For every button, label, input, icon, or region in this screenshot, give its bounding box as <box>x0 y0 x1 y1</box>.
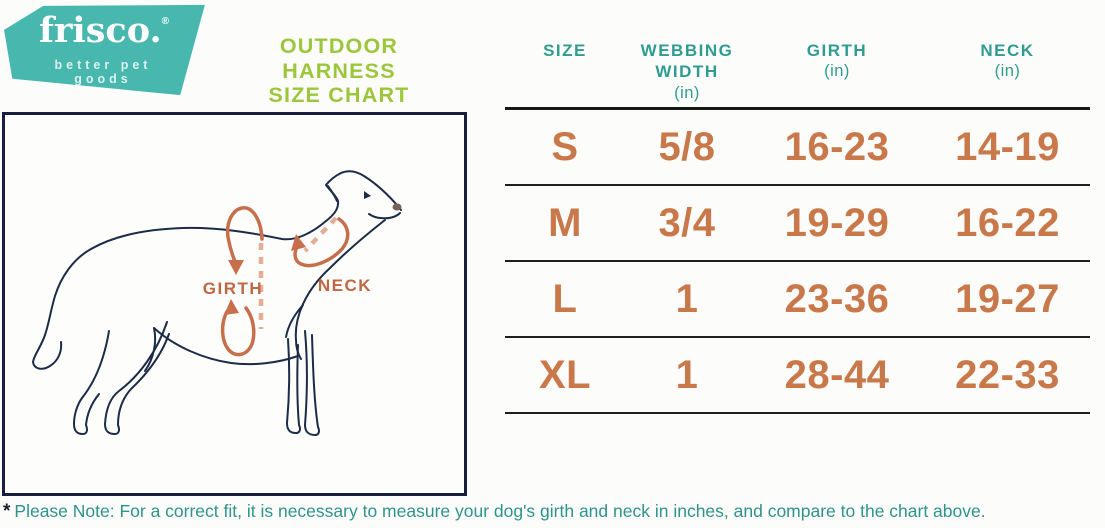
dog-measurement-diagram: GIRTH NECK <box>2 112 467 496</box>
column-header-size: SIZE <box>543 41 587 60</box>
dog-illustration: GIRTH NECK <box>32 170 402 436</box>
column-header-neck: NECK (in) <box>980 41 1035 81</box>
hidden-strap-dashes <box>258 216 338 329</box>
table-row-l: L 1 23-36 19-27 <box>505 262 1090 338</box>
cell-webbing: 5/8 <box>658 124 716 169</box>
title-line-2: SIZE CHART <box>268 83 410 108</box>
neck-arrow-icon <box>291 234 306 251</box>
girth-arrow-down-icon <box>228 260 244 275</box>
title-line-1: OUTDOOR HARNESS <box>279 34 399 83</box>
cell-size: S <box>551 124 579 169</box>
girth-upper-loop <box>225 206 264 266</box>
cell-girth: 19-29 <box>784 200 890 245</box>
table-row-s: S 5/8 16-23 14-19 <box>505 110 1090 186</box>
cell-size: M <box>548 200 582 245</box>
frisco-logo: frisco.® better pet goods <box>2 2 208 98</box>
arrowheads <box>224 234 306 315</box>
neck-label: NECK <box>318 276 372 295</box>
column-header-webbing-width: WEBBING WIDTH (in) <box>640 41 734 102</box>
brand-name: frisco.® <box>30 13 178 48</box>
footnote: * Please Note: For a correct fit, it is n… <box>3 501 1103 523</box>
dog-outline <box>32 170 402 436</box>
cell-webbing: 1 <box>675 352 699 397</box>
dog-eye <box>364 191 371 199</box>
table-header-row: SIZE WEBBING WIDTH (in) GIRTH (in) NECK … <box>505 36 1090 110</box>
cell-girth: 28-44 <box>784 352 890 397</box>
cell-webbing: 3/4 <box>658 200 716 245</box>
page-title: OUTDOOR HARNESS SIZE CHART <box>226 34 452 108</box>
dog-nose <box>392 203 402 211</box>
cell-size: L <box>552 276 578 321</box>
registered-mark: ® <box>161 16 170 27</box>
cell-girth: 16-23 <box>784 124 890 169</box>
column-header-girth: GIRTH (in) <box>806 41 868 81</box>
cell-girth: 23-36 <box>784 276 890 321</box>
cell-neck: 14-19 <box>955 124 1060 169</box>
neck-loop <box>293 217 350 268</box>
girth-arrow-up-icon <box>224 299 239 315</box>
table-row-m: M 3/4 19-29 16-22 <box>505 186 1090 262</box>
brand-tagline: better pet goods <box>54 58 152 86</box>
logo-badge-shape <box>4 4 205 96</box>
table-row-xl: XL 1 28-44 22-33 <box>505 338 1090 414</box>
cell-neck: 22-33 <box>955 352 1060 397</box>
size-table: SIZE WEBBING WIDTH (in) GIRTH (in) NECK … <box>505 36 1090 414</box>
cell-neck: 19-27 <box>955 276 1060 321</box>
cell-webbing: 1 <box>675 276 699 321</box>
girth-lower-loop <box>220 306 256 357</box>
cell-neck: 16-22 <box>955 200 1060 245</box>
cell-size: XL <box>538 352 592 397</box>
brand-text: frisco. <box>38 10 162 51</box>
footnote-text: Please Note: For a correct fit, it is ne… <box>14 501 986 521</box>
asterisk: * <box>3 501 11 522</box>
girth-label: GIRTH <box>203 279 263 298</box>
